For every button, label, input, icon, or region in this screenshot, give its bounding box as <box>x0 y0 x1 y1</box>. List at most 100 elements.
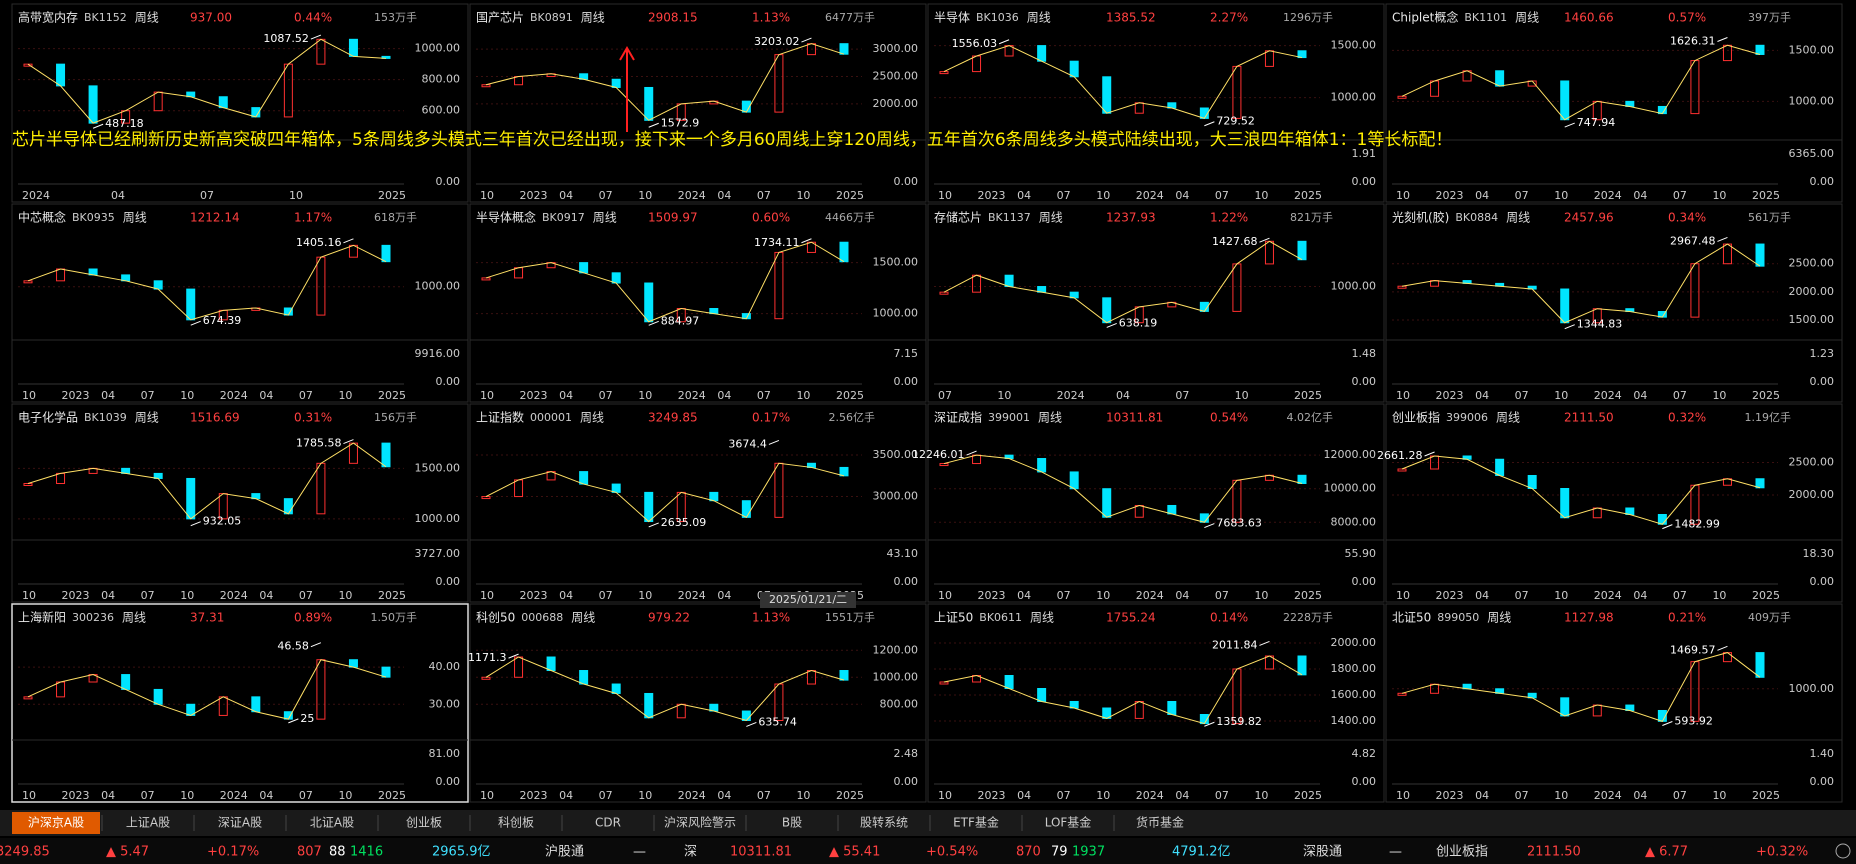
status-item: +0.17% <box>207 845 259 860</box>
tab-label[interactable]: 沪深风险警示 <box>664 815 736 830</box>
x-tick-label: 07 <box>599 389 613 402</box>
tab[interactable] <box>196 812 284 834</box>
y-tick-label: 600.00 <box>422 104 461 117</box>
tab-label[interactable]: 北证A股 <box>310 816 354 830</box>
tab[interactable] <box>564 812 652 834</box>
x-tick-label: 10 <box>1712 389 1726 402</box>
close-line <box>485 656 845 722</box>
x-tick-label: 04 <box>559 389 573 402</box>
y-tick-label: 2000.00 <box>873 97 919 110</box>
candle <box>644 282 654 323</box>
tab[interactable] <box>656 812 744 834</box>
chart-panel[interactable]: 科创50 000688 周线 979.22 1.13% 1551万手 1200.00 1000… <box>468 603 927 803</box>
x-tick-label: 07 <box>141 789 155 802</box>
panel-price: 3249.85 <box>648 411 698 425</box>
tab-label[interactable]: 股转系统 <box>860 815 908 830</box>
tab[interactable] <box>288 812 376 834</box>
candle <box>611 683 621 694</box>
chart-panel[interactable]: 光刻机(胶) BK0884 周线 2457.96 0.34% 561万手 2500.00 20… <box>1385 203 1843 403</box>
chart-panel[interactable]: Chiplet概念 BK1101 周线 1460.66 0.57% 397万手 1500.0… <box>1385 3 1843 203</box>
low-pointer <box>1662 524 1673 530</box>
volume-tick-label: 0.00 <box>1810 575 1835 588</box>
panel-frame <box>469 3 927 203</box>
chart-panel[interactable]: 高带宽内存 BK1152 周线 937.00 0.44% 153万手 1000.00 800.… <box>11 3 469 203</box>
candle <box>88 85 98 124</box>
status-item: 807 <box>297 845 322 860</box>
x-tick-label: 2024 <box>1594 789 1622 802</box>
tab[interactable] <box>1116 812 1204 834</box>
panel-change: 0.14% <box>1210 611 1248 625</box>
tab[interactable] <box>472 812 560 834</box>
high-pointer <box>310 34 322 40</box>
tab-label[interactable]: 深证A股 <box>218 816 262 830</box>
tab[interactable] <box>932 812 1020 834</box>
high-pointer <box>343 238 354 244</box>
x-tick-label: 10 <box>1396 789 1410 802</box>
x-tick-label: 07 <box>1515 589 1529 602</box>
panel-frame <box>469 403 927 603</box>
x-tick-label: 2025 <box>1294 789 1322 802</box>
chart-panel[interactable]: 电子化学品 BK1039 周线 1516.69 0.31% 156万手1500.00100… <box>11 403 469 603</box>
chart-panel[interactable]: 上证指数 000001 周线 3249.85 0.17% 2.56亿手 3500.00 300… <box>469 403 927 603</box>
tab[interactable] <box>104 812 192 834</box>
chart-panel[interactable]: 存储芯片 BK1137 周线 1237.93 1.22% 821万手 1000.00 1427… <box>927 203 1385 403</box>
candle <box>579 471 589 485</box>
tab-label[interactable]: B股 <box>782 816 802 830</box>
chart-panel[interactable]: 上证50 BK0611 周线 1755.24 0.14% 2228万手 2000.00 180… <box>927 603 1385 803</box>
tab[interactable] <box>1024 812 1112 834</box>
low-label: 1344.83 <box>1577 318 1623 331</box>
panel-frame <box>927 203 1385 403</box>
x-tick-label: 10 <box>480 589 494 602</box>
x-tick-label: 04 <box>259 589 273 602</box>
panel-volume: 1.19亿手 <box>1745 410 1792 424</box>
chart-panel[interactable]: 国产芯片 BK0891 周线 2908.15 1.13% 6477万手 3000.00 250… <box>469 3 927 203</box>
high-label: 46.58 <box>277 640 309 653</box>
high-pointer <box>801 238 812 244</box>
panel-volume: 409万手 <box>1748 610 1791 624</box>
low-pointer <box>1564 324 1575 330</box>
x-tick-label: 04 <box>1175 589 1189 602</box>
chart-panel[interactable]: 上海新阳 300236 周线 37.31 0.89% 1.50万手 40.00 30.00 46… <box>11 603 469 803</box>
x-tick-label: 2025 <box>1752 589 1780 602</box>
tab[interactable] <box>840 812 928 834</box>
tab-label[interactable]: CDR <box>595 816 621 830</box>
chart-panel[interactable]: 半导体 BK1036 周线 1385.52 2.27% 1296万手 1500.00 1000… <box>927 3 1385 203</box>
settings-icon[interactable] <box>1835 843 1851 859</box>
high-label: 2011.84 <box>1212 638 1258 651</box>
tab-label[interactable]: 货币基金 <box>1136 815 1184 830</box>
tab-label[interactable]: 上证A股 <box>126 816 170 830</box>
chart-panel[interactable]: 半导体概念 BK0917 周线 1509.97 0.60% 4466万手 1500.00 10… <box>469 203 927 403</box>
tab[interactable] <box>380 812 468 834</box>
x-tick-label: 10 <box>1554 789 1568 802</box>
candle <box>23 483 33 487</box>
tab[interactable] <box>748 812 836 834</box>
tab-label[interactable]: 沪深京A股 <box>28 816 84 830</box>
y-tick-label: 8000.00 <box>1331 515 1377 528</box>
x-tick-label: 04 <box>717 789 731 802</box>
panel-grid: 高带宽内存 BK1152 周线 937.00 0.44% 153万手 1000.00 800.… <box>11 3 1843 803</box>
panel-name: 电子化学品 <box>18 410 78 425</box>
tab-active[interactable] <box>12 812 100 834</box>
chart-panel[interactable]: 北证50 899050 周线 1127.98 0.21% 409万手 1000.00 1469… <box>1385 603 1843 803</box>
x-tick-label: 2023 <box>978 589 1006 602</box>
high-pointer <box>310 642 322 648</box>
tab-label[interactable]: ETF基金 <box>953 815 999 830</box>
tab-label[interactable]: 创业板 <box>406 816 442 830</box>
x-tick-label: 07 <box>599 789 613 802</box>
tab-label[interactable]: 科创板 <box>498 816 534 830</box>
chart-panel[interactable]: 创业板指 399006 周线 2111.50 0.32% 1.19亿手 2500.00 200… <box>1377 403 1843 603</box>
candle <box>1527 475 1537 489</box>
chart-panel[interactable]: 中芯概念 BK0935 周线 1212.14 1.17% 618万手 1000.00 1405… <box>11 203 469 403</box>
high-pointer <box>1424 451 1435 457</box>
x-tick-label: 07 <box>938 389 952 402</box>
tab-label[interactable]: LOF基金 <box>1045 815 1092 830</box>
y-tick-label: 2500.00 <box>1789 257 1835 270</box>
panel-change: 0.54% <box>1210 411 1248 425</box>
volume-tick-label: 0.00 <box>894 375 919 388</box>
panel-price: 2908.15 <box>648 11 698 25</box>
panel-period: 周线 <box>123 211 147 225</box>
chart-panel[interactable]: 深证成指 399001 周线 10311.81 0.54% 4.02亿手 12000.00 1… <box>912 403 1385 603</box>
low-label: 1359.82 <box>1216 715 1262 728</box>
close-line <box>1401 44 1761 121</box>
panel-volume: 6477万手 <box>825 10 875 24</box>
